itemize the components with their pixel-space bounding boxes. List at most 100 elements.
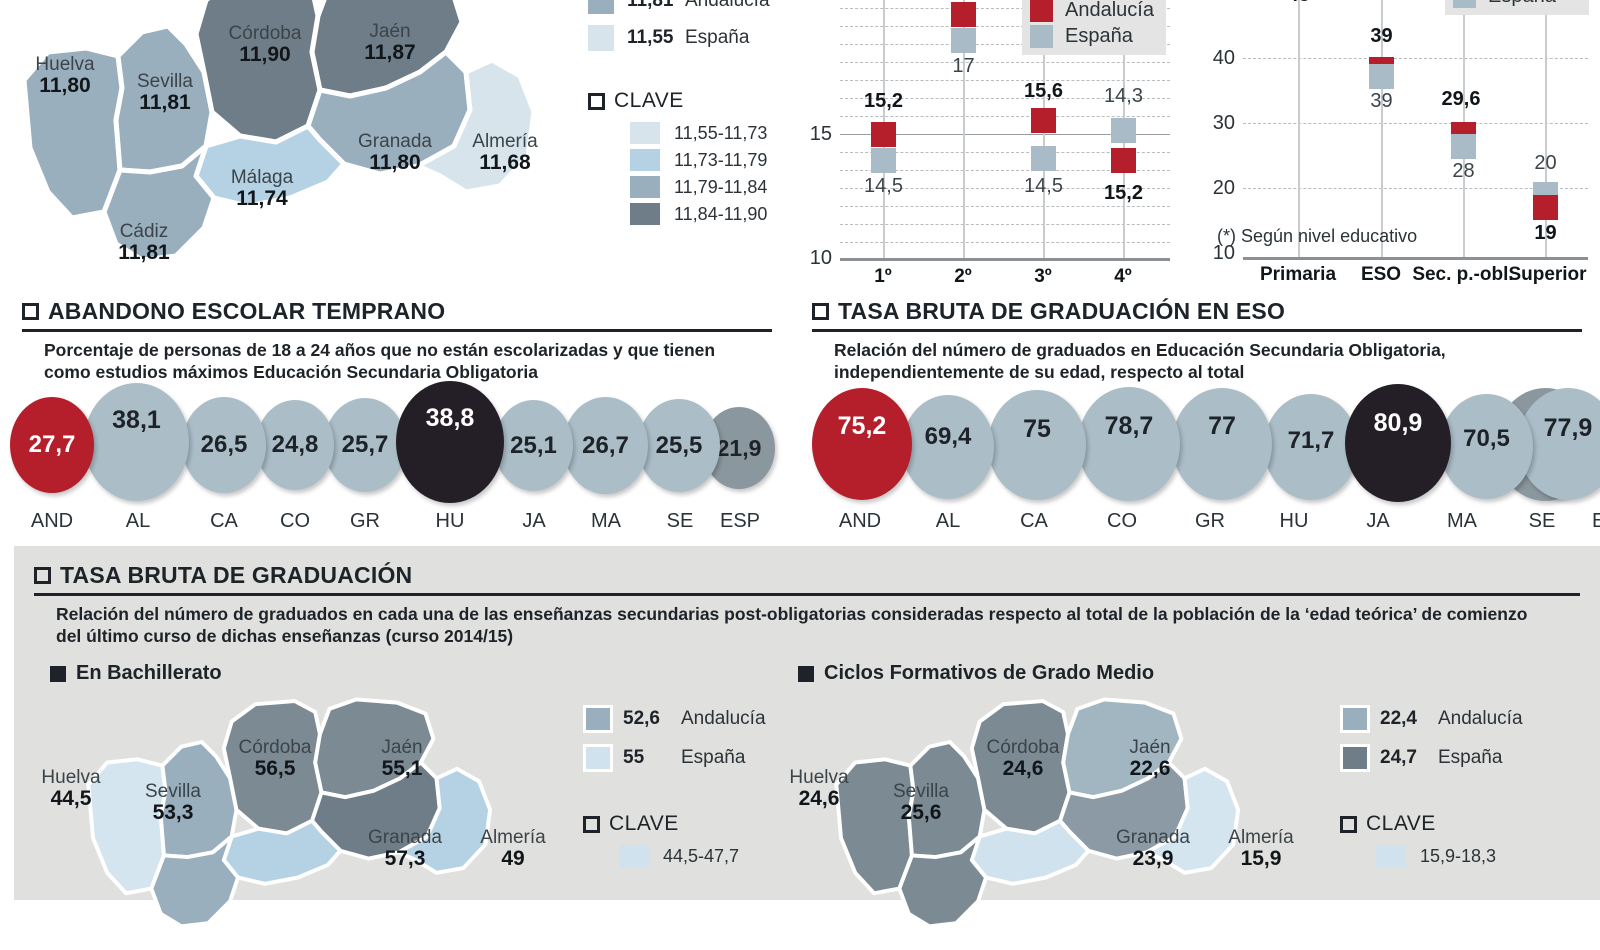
bubble-value: 75,2: [837, 411, 887, 440]
gridline: [840, 116, 1170, 117]
x-tick-3: 3º: [1034, 266, 1052, 287]
chart-legend-courses: Andalucía España: [1022, 0, 1166, 55]
section-graduacion-eso: TASA BRUTA DE GRADUACIÓN EN ESO Relación…: [812, 300, 1582, 384]
marker-andalucia-superior: [1533, 195, 1558, 220]
clave-swatch: [1376, 845, 1406, 867]
y-tick-20: 20: [1212, 177, 1235, 199]
x-tick-eso: ESO: [1360, 264, 1402, 285]
bubble-label-ca: CA: [210, 510, 238, 532]
legend-row-espana: 55 España: [583, 744, 793, 772]
bubble-and: 75,2: [812, 388, 912, 500]
data-label-andalucia-3: 15,6: [1024, 80, 1063, 102]
bubble-ja: 25,1: [494, 400, 573, 491]
map-region-cadiz: [101, 143, 217, 263]
legend-swatch-andalucia: [583, 705, 613, 733]
data-label-espana-3: 14,5: [1024, 175, 1063, 197]
bubble-value: 26,7: [582, 431, 629, 459]
bubble-label-gr: GR: [1195, 510, 1225, 532]
bubble-value: 71,7: [1287, 427, 1335, 454]
legend-swatch-espana: [1453, 0, 1476, 8]
gridline: [840, 242, 1170, 243]
category-line: [1545, 0, 1547, 259]
bubble-value: 38,1: [112, 405, 161, 434]
legend-label: España: [1065, 25, 1133, 47]
map-legend-ciclos: 22,4 Andalucía 24,7 España CLAVE 15,9-18…: [1340, 705, 1570, 872]
bubble-label-gr: GR: [350, 510, 380, 532]
data-label-espana-eso: 39: [1370, 90, 1393, 112]
bubble-value: 25,1: [510, 431, 557, 459]
map-svg: [86, 697, 493, 929]
marker-espana-eso: [1369, 64, 1394, 89]
map-bachillerato: Huelva 44,5 Sevilla 53,3 Córdoba 56,5 Ja…: [10, 690, 570, 950]
section-subtitle: Relación del número de graduados en cada…: [56, 604, 1528, 646]
gridline-20: [1243, 188, 1588, 189]
bubble-value: 77,9: [1543, 413, 1593, 442]
y-tick-10: 10: [1212, 242, 1235, 264]
bubble-chart-graduacion-eso: 75,2 69,4 75 78,7 77 71,7 80,9 70,5 77,9…: [790, 384, 1600, 535]
legend-swatch-andalucia: [1340, 705, 1370, 733]
legend-row-andalucia: 52,6 Andalucía: [583, 705, 793, 733]
map-region-huelva: [86, 757, 168, 896]
section-title-row: TASA BRUTA DE GRADUACIÓN EN ESO: [812, 300, 1582, 323]
category-line: [1298, 0, 1300, 259]
gridline: [840, 188, 1170, 189]
section-square-icon: [812, 303, 829, 320]
bubble-ma: 70,5: [1440, 394, 1533, 499]
section-tasa-bruta-graduacion: TASA BRUTA DE GRADUACIÓN Relación del nú…: [34, 564, 1580, 648]
y-tick-30: 30: [1212, 112, 1235, 134]
x-axis: [840, 258, 1170, 261]
bubble-hu: 71,7: [1264, 394, 1358, 500]
clave-range: 11,73-11,79: [674, 149, 768, 170]
data-label-espana-4: 14,3: [1104, 85, 1143, 107]
section-subtitle: Porcentaje de personas de 18 a 24 años q…: [44, 340, 716, 382]
bubble-label-hu: HU: [435, 510, 465, 532]
bubble-co: 78,7: [1078, 387, 1180, 501]
map-legend-bachillerato: 52,6 Andalucía 55 España CLAVE 44,5-47,7: [583, 705, 793, 872]
gridline-15: [840, 134, 1170, 135]
data-label-espana-superior: 20: [1534, 152, 1557, 174]
bubble-value: 27,7: [28, 431, 76, 458]
section-square-icon: [22, 303, 39, 320]
clave-square-icon: [588, 92, 605, 110]
gridline: [840, 26, 1170, 27]
legend-swatch-espana: [1340, 744, 1370, 772]
legend-row-espana: España: [1453, 0, 1577, 8]
map-esperanza-vida-escolar: Huelva 11,80 Sevilla 11,81 Córdoba 11,90…: [0, 0, 560, 290]
map-legend-top: 11,81 Andalucía 11,55 España CLAVE 11,55…: [588, 0, 788, 230]
subsection-title: Ciclos Formativos de Grado Medio: [824, 662, 1155, 684]
clave-header: CLAVE: [583, 812, 793, 836]
category-line: [963, 0, 965, 260]
legend-label: Andalucía: [681, 708, 766, 729]
clave-header: CLAVE: [1340, 812, 1570, 836]
legend-swatch-andalucia: [588, 0, 614, 14]
x-tick-secpobl: Sec. p.-obl.: [1412, 264, 1514, 285]
data-label-espana-secpobl: 28: [1452, 160, 1475, 182]
legend-swatch-espana: [1030, 25, 1053, 48]
marker-espana-1: [871, 148, 896, 173]
legend-swatch-andalucia: [1030, 0, 1053, 22]
gridline: [840, 224, 1170, 225]
gridline: [840, 80, 1170, 81]
subsection-bachillerato-heading: En Bachillerato: [50, 662, 222, 685]
gridline-30: [1243, 123, 1588, 124]
bubble-ja: 80,9: [1345, 384, 1451, 502]
clave-square-icon: [583, 815, 600, 833]
legend-label: España: [681, 747, 746, 768]
section-title-row: TASA BRUTA DE GRADUACIÓN: [34, 564, 1580, 587]
bubble-ca: 26,5: [182, 397, 266, 493]
bubble-value: 80,9: [1373, 408, 1423, 437]
bubble-label-esp: ESP: [1591, 510, 1600, 532]
clave-swatch: [630, 122, 660, 144]
legend-label: Andalucía: [685, 0, 770, 11]
bubble-gr: 77: [1172, 388, 1272, 500]
map-ciclos-formativos: Huelva 24,6 Sevilla 25,6 Córdoba 24,6 Ja…: [758, 690, 1318, 950]
bubble-value: 78,7: [1104, 411, 1154, 440]
y-tick-10: 10: [809, 247, 832, 269]
data-label-andalucia-primaria: 48: [1251, 0, 1346, 7]
bubble-label-and: AND: [30, 510, 74, 532]
legend-label: España: [1438, 747, 1503, 768]
clave-row: 11,84-11,90: [588, 203, 788, 225]
section-title: TASA BRUTA DE GRADUACIÓN: [60, 562, 413, 588]
bubble-value: 25,7: [341, 431, 389, 458]
clave-row: 11,79-11,84: [588, 176, 788, 198]
